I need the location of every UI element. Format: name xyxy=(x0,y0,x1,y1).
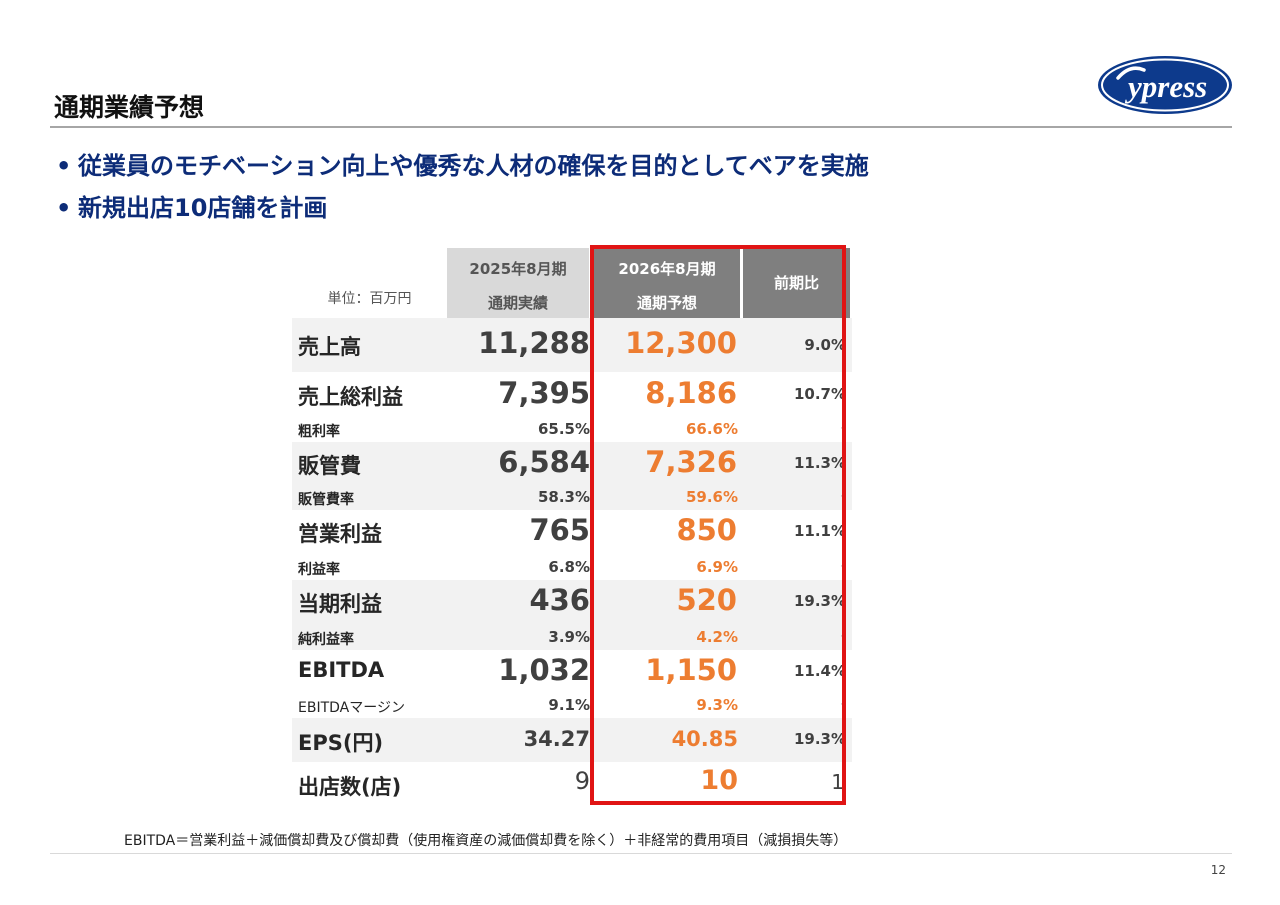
yoy-value: 19.3% xyxy=(793,730,846,748)
ratio-yoy: - xyxy=(840,420,846,436)
row-label: 販管費 xyxy=(298,454,361,478)
prev-value: 11,288 xyxy=(478,326,590,360)
ratio-forecast: 59.6% xyxy=(685,488,738,506)
footer-divider xyxy=(50,853,1232,854)
prev-value: 9 xyxy=(574,767,590,795)
unit-label: 単位：百万円 xyxy=(327,291,412,307)
ratio-forecast: 9.3% xyxy=(696,696,738,714)
prev-value: 6,584 xyxy=(498,445,590,479)
forecast-value: 520 xyxy=(676,583,737,617)
yoy-value: 1 xyxy=(831,770,844,794)
prev-value: 7,395 xyxy=(498,376,590,410)
bullet-text: 新規出店10店舗を計画 xyxy=(78,194,328,222)
yoy-value: 19.3% xyxy=(793,592,846,610)
prev-value: 1,032 xyxy=(498,653,590,687)
yoy-value: 9.0% xyxy=(804,336,846,354)
table-header: 単位：百万円 2025年8月期 通期実績 2026年8月期 通期予想 前期比 xyxy=(292,248,852,318)
bullet-item: • 従業員のモチベーション向上や優秀な人材の確保を目的としてベアを実施 xyxy=(56,152,869,180)
ratio-forecast: 6.9% xyxy=(696,558,738,576)
header-yoy: 前期比 xyxy=(743,248,850,318)
forecast-value: 8,186 xyxy=(645,376,737,410)
table-row: EPS(円) 34.27 40.85 19.3% xyxy=(292,718,852,762)
row-label: EPS(円) xyxy=(298,731,384,755)
ratio-label: 利益率 xyxy=(298,562,340,578)
ratio-label: 粗利率 xyxy=(298,424,340,440)
forecast-value: 1,150 xyxy=(645,653,737,687)
header-prev-period: 2025年8月期 xyxy=(469,260,567,278)
ratio-prev: 9.1% xyxy=(548,696,590,714)
prev-value: 436 xyxy=(529,583,590,617)
ratio-prev: 6.8% xyxy=(548,558,590,576)
ratio-prev: 3.9% xyxy=(548,628,590,646)
footnote: EBITDA＝営業利益＋減価償却費及び償却費（使用権資産の減価償却費を除く）＋非… xyxy=(124,833,848,849)
page-number: 12 xyxy=(1210,863,1226,877)
company-logo: ypress xyxy=(1096,54,1234,116)
yoy-value: 11.4% xyxy=(793,662,846,680)
header-cur-period: 2026年8月期 xyxy=(618,260,716,278)
title-divider xyxy=(50,126,1232,128)
header-cur-kind: 通期予想 xyxy=(636,294,697,312)
row-label: 売上高 xyxy=(298,335,361,359)
prev-value: 765 xyxy=(529,513,590,547)
ratio-prev: 58.3% xyxy=(537,488,590,506)
row-label: 出店数(店) xyxy=(298,775,402,799)
ratio-forecast: 66.6% xyxy=(685,420,738,438)
table-row: 販管費 6,584 7,326 11.3% 販管費率 58.3% 59.6% - xyxy=(292,442,852,510)
bullet-list: • 従業員のモチベーション向上や優秀な人材の確保を目的としてベアを実施 • 新規出店… xyxy=(56,146,869,230)
ratio-label: EBITDAマージン xyxy=(298,700,405,716)
table-row: 当期利益 436 520 19.3% 純利益率 3.9% 4.2% - xyxy=(292,580,852,650)
table-row: 売上高 11,288 12,300 9.0% xyxy=(292,318,852,372)
ratio-forecast: 4.2% xyxy=(696,628,738,646)
forecast-value: 10 xyxy=(700,765,738,796)
yoy-value: 11.3% xyxy=(793,454,846,472)
slide-title: 通期業績予想 xyxy=(54,93,205,122)
row-label: 売上総利益 xyxy=(298,385,403,409)
forecast-value: 12,300 xyxy=(625,326,737,360)
forecast-value: 850 xyxy=(676,513,737,547)
ratio-yoy: - xyxy=(840,628,846,644)
table-row: 売上総利益 7,395 8,186 10.7% 粗利率 65.5% 66.6% … xyxy=(292,372,852,442)
header-forecast-year: 2026年8月期 通期予想 xyxy=(594,248,740,318)
yoy-value: 10.7% xyxy=(793,385,846,403)
forecast-value: 7,326 xyxy=(645,445,737,479)
yoy-value: 11.1% xyxy=(793,522,846,540)
header-prev-year: 2025年8月期 通期実績 xyxy=(447,248,589,318)
logo-wordmark: ypress xyxy=(1124,69,1207,104)
prev-value: 34.27 xyxy=(523,727,590,751)
ratio-label: 純利益率 xyxy=(298,632,354,648)
row-label: 当期利益 xyxy=(298,592,382,616)
bullet-text: 従業員のモチベーション向上や優秀な人材の確保を目的としてベアを実施 xyxy=(78,152,869,180)
header-prev-kind: 通期実績 xyxy=(487,294,548,312)
row-label: EBITDA xyxy=(298,658,385,682)
table-row: 出店数(店) 9 10 1 xyxy=(292,762,852,806)
row-label: 営業利益 xyxy=(298,522,382,546)
table-row: 営業利益 765 850 11.1% 利益率 6.8% 6.9% - xyxy=(292,510,852,580)
ratio-yoy: - xyxy=(840,488,846,504)
ratio-prev: 65.5% xyxy=(537,420,590,438)
bullet-item: • 新規出店10店舗を計画 xyxy=(56,194,328,222)
forecast-value: 40.85 xyxy=(671,727,738,751)
ratio-yoy: - xyxy=(840,696,846,712)
ratio-yoy: - xyxy=(840,558,846,574)
ratio-label: 販管費率 xyxy=(298,492,354,508)
table-row: EBITDA 1,032 1,150 11.4% EBITDAマージン 9.1%… xyxy=(292,650,852,718)
